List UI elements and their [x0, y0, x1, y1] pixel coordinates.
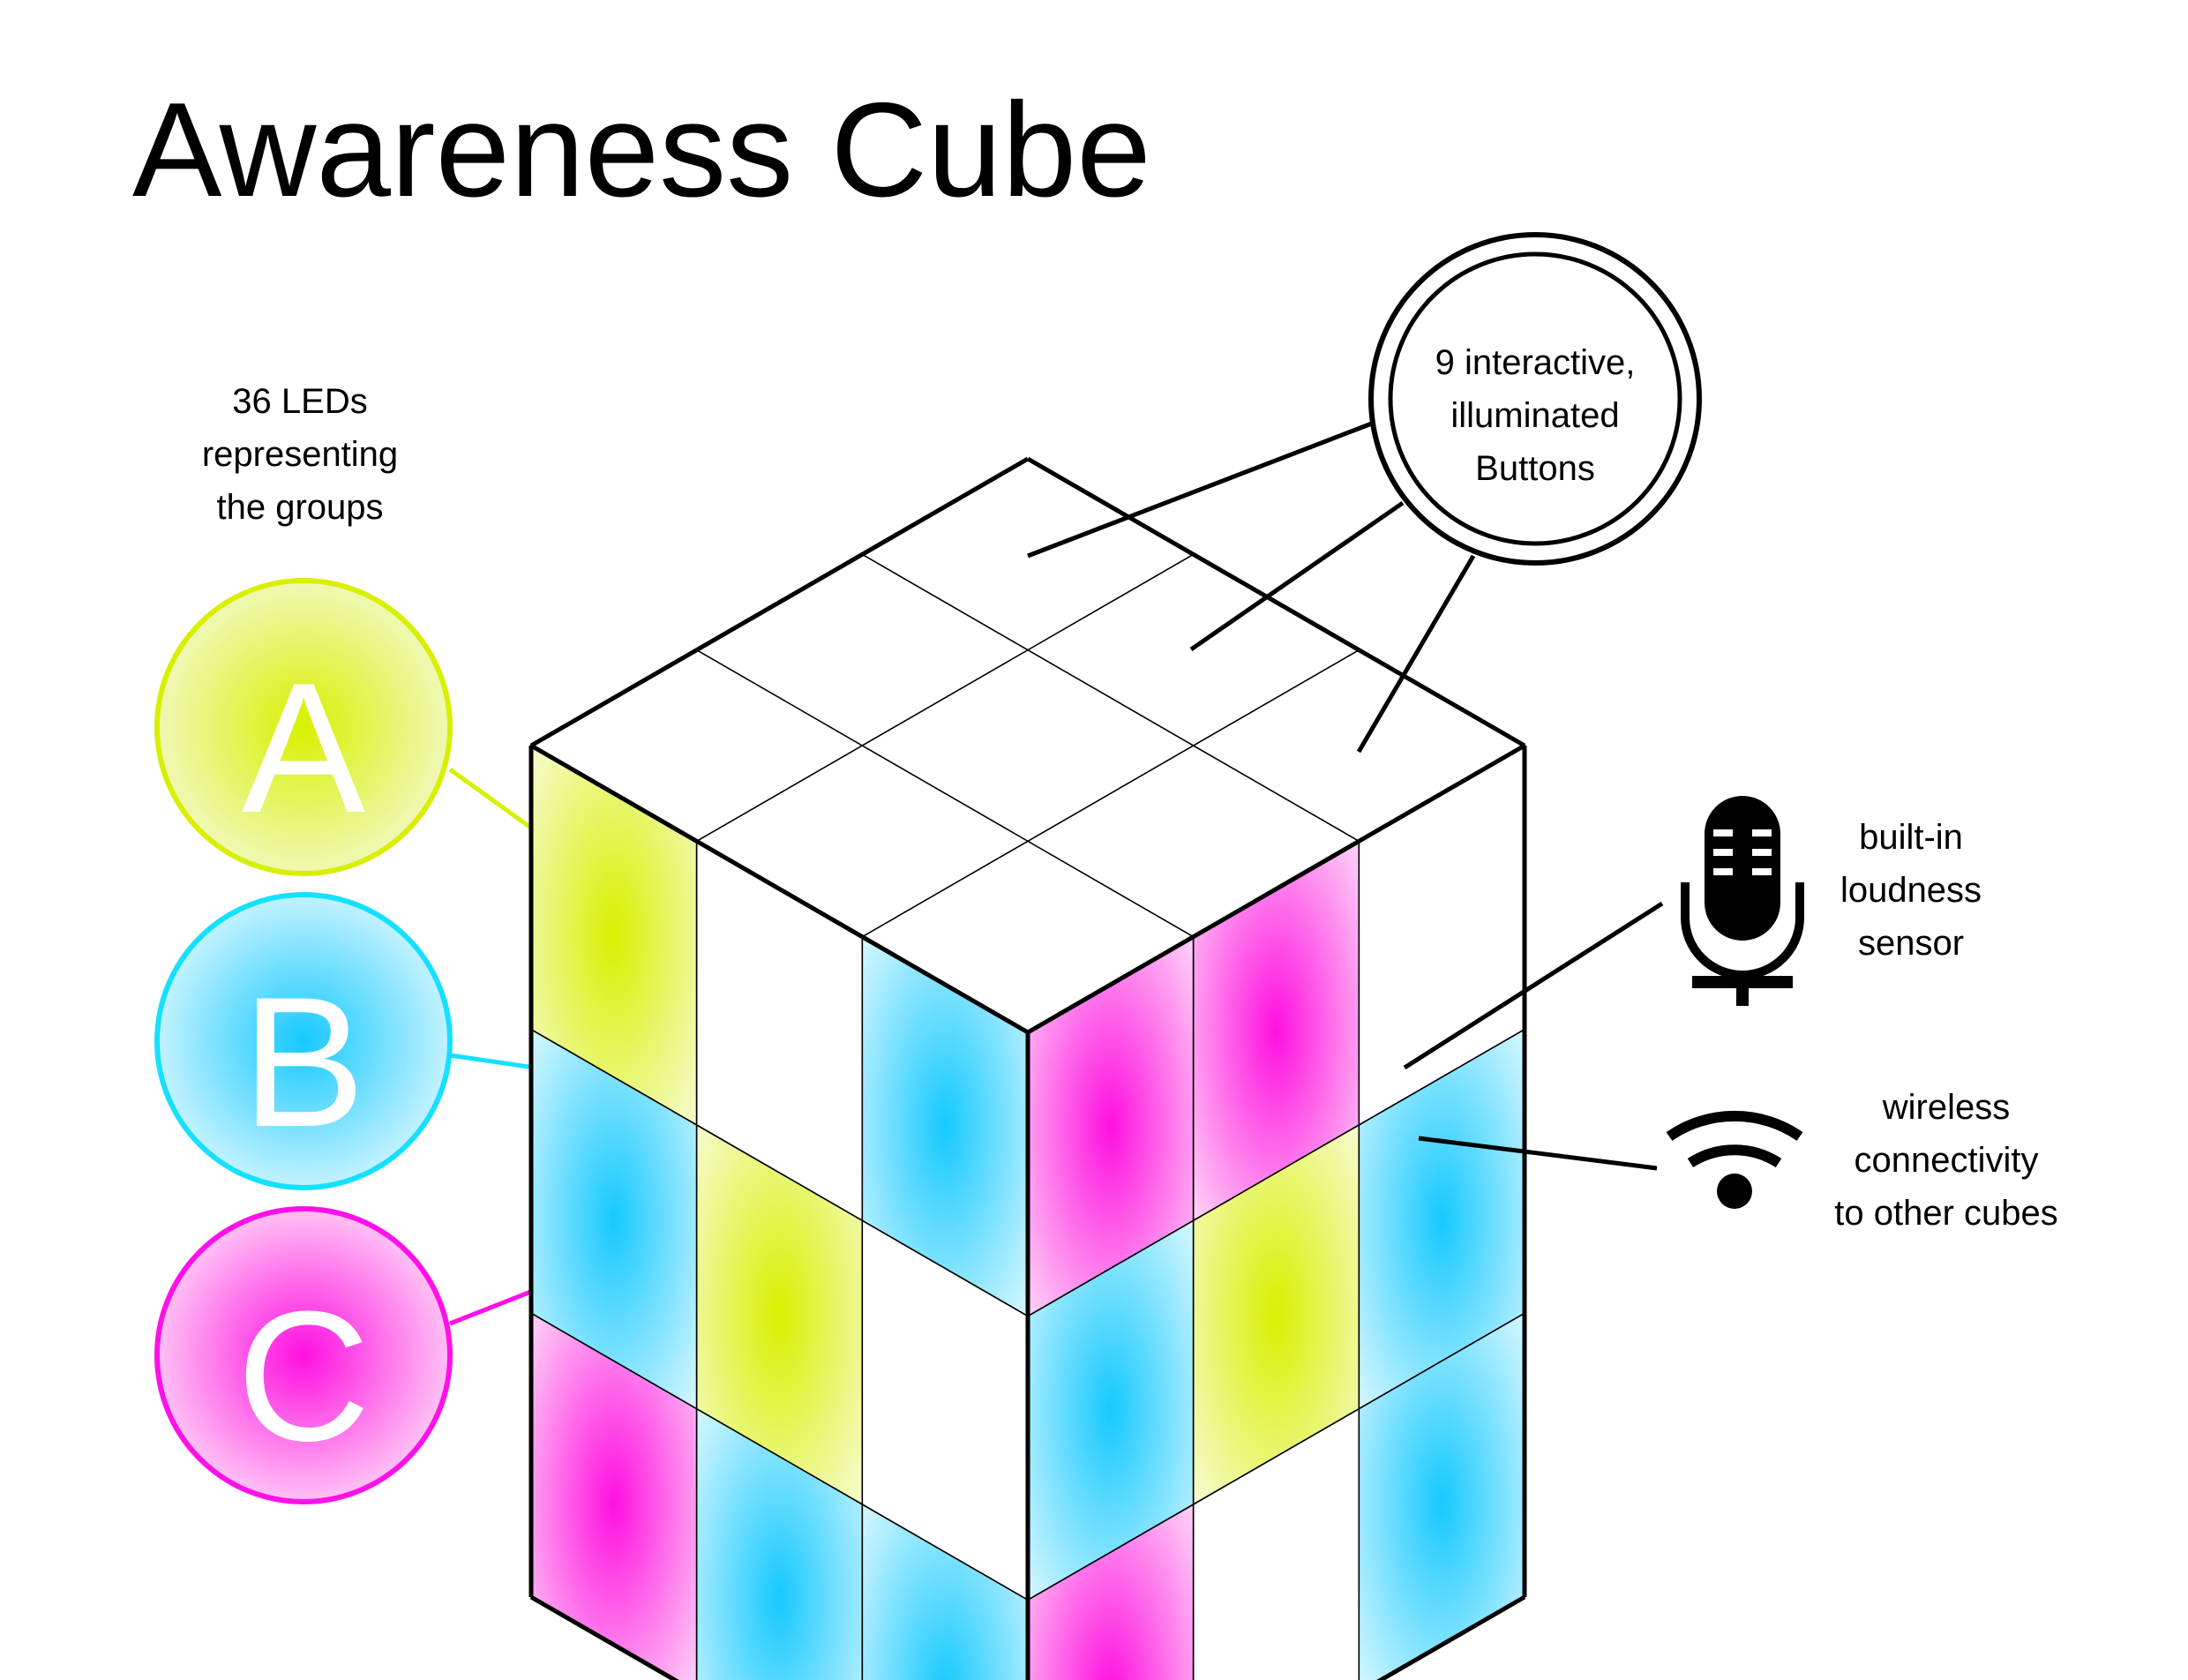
group-a-badge: A [154, 578, 453, 876]
leds-label-line-3: the groups [216, 488, 383, 527]
group-c-letter: C [236, 1272, 371, 1480]
cube-edge [529, 1594, 679, 1680]
buttons-label-line-2: illuminated [1450, 396, 1619, 435]
cube-top-grid [696, 553, 1360, 938]
wireless-leader [1418, 1136, 1658, 1171]
wireless-label-line-3: to other cubes [1834, 1194, 2058, 1233]
cube-right-face [1027, 744, 1525, 1680]
left-face-led [695, 1407, 864, 1680]
wifi-icon [1666, 1110, 1803, 1209]
cube-edge [1026, 456, 1526, 748]
sensor-label-line-3: sensor [1858, 924, 1964, 963]
leds-label-line-1: 36 LEDs [232, 382, 367, 421]
button-leader-3 [1356, 554, 1476, 754]
leds-label: 36 LEDs representing the groups [202, 382, 398, 527]
wireless-label-line-1: wireless [1882, 1088, 2010, 1127]
sensor-label: built-in loudness sensor [1840, 818, 1982, 963]
group-b-badge: B [154, 892, 453, 1190]
wireless-label: wireless connectivity to other cubes [1834, 1088, 2058, 1233]
leds-label-line-2: representing [202, 435, 398, 474]
wireless-label-line-2: connectivity [1855, 1141, 2039, 1180]
group-b-letter: B [242, 958, 365, 1166]
buttons-label-line-3: Buttons [1475, 449, 1595, 488]
cube-edge [1026, 743, 1526, 1035]
left-face-led [861, 1503, 1029, 1680]
right-face-led [1027, 1503, 1195, 1680]
top-grid-line [861, 649, 1360, 938]
right-face-led [1192, 1407, 1360, 1680]
cube-left-face [530, 744, 1029, 1680]
cube [528, 456, 1527, 1680]
button-leader-1 [1027, 419, 1377, 559]
sensor-label-line-1: built-in [1859, 818, 1963, 857]
buttons-label-line-1: 9 interactive, [1435, 343, 1636, 382]
button-leader-2 [1189, 500, 1405, 652]
cube-edge [529, 743, 1030, 1035]
sensor-label-line-2: loudness [1840, 871, 1982, 910]
top-grid-line [861, 553, 1360, 843]
buttons-callout: 9 interactive, illuminated Buttons [1027, 232, 1702, 754]
group-a-letter: A [242, 644, 365, 851]
group-c-badge: C [154, 1206, 453, 1504]
cube-edge [1376, 1594, 1526, 1680]
top-grid-line [696, 553, 1195, 843]
page-title: Awareness Cube [132, 75, 1151, 225]
sensor-leader [1403, 901, 1664, 1070]
cube-outline [528, 456, 1527, 1680]
microphone-icon [1681, 796, 1804, 1006]
top-grid-line [696, 649, 1195, 938]
cube-edge [529, 456, 1030, 748]
